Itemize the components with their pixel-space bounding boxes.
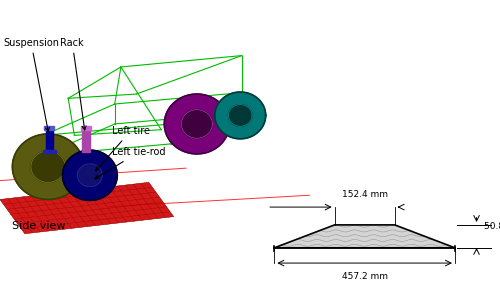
Polygon shape	[44, 126, 54, 130]
Polygon shape	[215, 92, 266, 139]
Polygon shape	[62, 150, 117, 200]
Polygon shape	[0, 182, 174, 234]
Polygon shape	[182, 110, 212, 138]
Polygon shape	[31, 151, 65, 182]
Text: 457.2 mm: 457.2 mm	[342, 272, 388, 281]
Text: Rack: Rack	[60, 38, 86, 130]
Polygon shape	[78, 164, 102, 187]
Text: 152.4 mm: 152.4 mm	[342, 190, 388, 200]
Text: Left tire: Left tire	[96, 126, 150, 171]
Text: 50.8 mm: 50.8 mm	[484, 222, 500, 231]
Text: Left tie-rod: Left tie-rod	[95, 147, 165, 179]
Bar	[82, 130, 90, 152]
Polygon shape	[164, 94, 230, 154]
Text: Suspension: Suspension	[3, 38, 59, 131]
Polygon shape	[81, 126, 91, 130]
Polygon shape	[228, 105, 252, 126]
Text: Side view: Side view	[12, 221, 66, 231]
Polygon shape	[274, 225, 455, 248]
Polygon shape	[43, 150, 56, 153]
Polygon shape	[12, 134, 84, 200]
Bar	[46, 130, 52, 152]
